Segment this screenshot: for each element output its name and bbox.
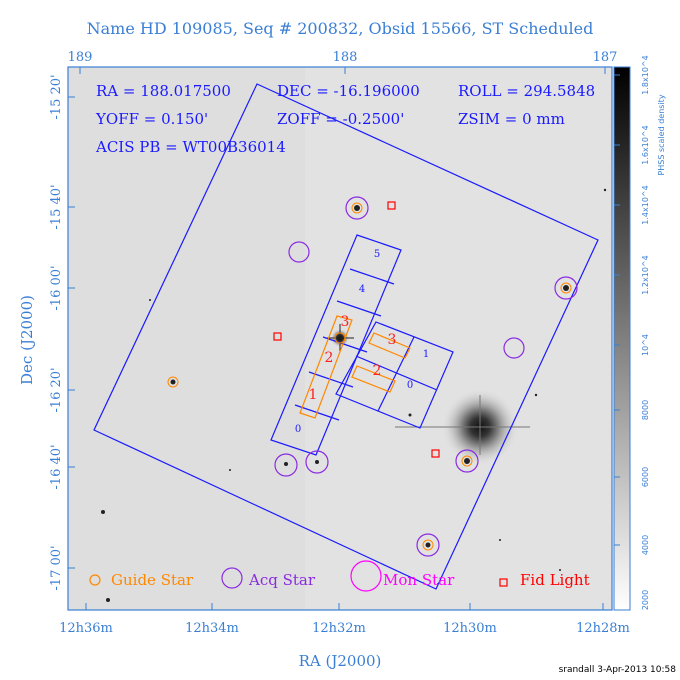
orange-label-i3: 3 xyxy=(388,332,397,348)
colorbar-tick-label: 2000 xyxy=(641,590,650,610)
plot-frame xyxy=(67,66,613,611)
legend-fid-label: Fid Light xyxy=(520,571,590,589)
left-axis: -15 20' -15 40' -16 00' -16 20' -16 40' -17 0… xyxy=(49,74,75,591)
colorbar-tick-label: 6000 xyxy=(641,467,650,487)
colorbar-tick-label: 1.6x10^4 xyxy=(641,125,650,164)
left-tick-label: -16 40' xyxy=(49,444,64,489)
colorbar-tick-labels: 2000 4000 6000 8000 10^4 1.2x10^4 1.4x10^4 1.6x… xyxy=(614,55,650,611)
legend-guide-label: Guide Star xyxy=(111,571,194,589)
acq-stars xyxy=(274,196,578,557)
i-chip-1: 1 xyxy=(423,349,429,360)
legend-mon-label: Mon Star xyxy=(383,571,455,589)
info-zsim: ZSIM = 0 mm xyxy=(458,110,565,128)
colorbar-tick-label: 1.2x10^4 xyxy=(641,255,650,294)
s-chip-5: 5 xyxy=(374,249,380,260)
top-tick-label: 187 xyxy=(593,50,618,65)
pointing-info: RA = 188.017500 DEC = -16.196000 ROLL = … xyxy=(95,82,595,156)
s-chip-4: 4 xyxy=(359,284,365,295)
acis-i-labels: 1 0 xyxy=(407,349,429,391)
top-tick-label: 188 xyxy=(333,50,358,65)
legend-acq-icon xyxy=(221,567,243,589)
fov-outline xyxy=(93,83,599,590)
guide-stars xyxy=(167,202,572,551)
legend-mon-icon xyxy=(350,560,382,592)
plot-title: Name HD 109085, Seq # 200832, Obsid 1556… xyxy=(87,19,594,38)
left-tick-label: -16 00' xyxy=(49,265,64,310)
colorbar xyxy=(613,66,631,611)
bottom-tick-label: 12h34m xyxy=(185,621,239,636)
orange-label-s1: 1 xyxy=(309,387,318,403)
legend: Guide Star Acq Star Mon Star Fid Light xyxy=(89,560,590,592)
sky-panel-right xyxy=(305,67,612,610)
footer-credit: srandall 3-Apr-2013 10:58 xyxy=(559,665,677,675)
left-tick-label: -16 20' xyxy=(49,367,64,412)
acis-i-chips xyxy=(335,321,454,429)
orange-label-i2: 2 xyxy=(373,363,382,379)
orange-region-labels: 3 2 1 3 2 xyxy=(309,314,397,403)
colorbar-tick-label: 4000 xyxy=(641,535,650,555)
bottom-tick-label: 12h32m xyxy=(312,621,366,636)
info-ra: RA = 188.017500 xyxy=(96,82,231,100)
bottom-tick-label: 12h36m xyxy=(59,621,113,636)
colorbar-tick-label: 10^4 xyxy=(641,334,650,356)
legend-acq-label: Acq Star xyxy=(248,571,316,589)
info-yoff: YOFF = 0.150' xyxy=(95,110,208,128)
bottom-tick-label: 12h30m xyxy=(443,621,497,636)
orange-label-s2: 2 xyxy=(325,350,334,366)
orange-regions xyxy=(299,315,411,419)
s-chip-0: 0 xyxy=(295,424,301,435)
acis-s-labels: 5 4 0 xyxy=(295,249,380,435)
info-dec: DEC = -16.196000 xyxy=(277,82,420,100)
bottom-tick-label: 12h28m xyxy=(576,621,630,636)
top-axis: 189 188 187 xyxy=(68,50,618,74)
field-stars xyxy=(101,188,607,602)
left-tick-label: -15 20' xyxy=(49,74,64,119)
top-tick-label: 189 xyxy=(68,50,93,65)
bottom-axis: 12h36m 12h34m 12h32m 12h30m 12h28m xyxy=(59,603,630,636)
info-roll: ROLL = 294.5848 xyxy=(458,82,595,100)
colorbar-tick-label: 1.8x10^4 xyxy=(641,55,650,94)
colorbar-title: PHSS scaled density xyxy=(657,94,666,175)
i-chip-0: 0 xyxy=(407,380,413,391)
colorbar-tick-label: 1.4x10^4 xyxy=(641,185,650,224)
legend-fid-icon xyxy=(499,578,508,587)
legend-guide-icon xyxy=(89,574,101,586)
left-tick-label: -15 40' xyxy=(49,184,64,229)
y-axis-label: Dec (J2000) xyxy=(18,295,36,385)
info-acis: ACIS PB = WT00B36014 xyxy=(95,138,286,156)
left-tick-label: -17 00' xyxy=(49,545,64,590)
orange-label-s3: 3 xyxy=(341,314,350,330)
x-axis-label: RA (J2000) xyxy=(299,652,382,670)
info-zoff: ZOFF = -0.2500' xyxy=(277,110,404,128)
colorbar-tick-label: 8000 xyxy=(641,400,650,420)
fid-lights xyxy=(273,201,440,458)
